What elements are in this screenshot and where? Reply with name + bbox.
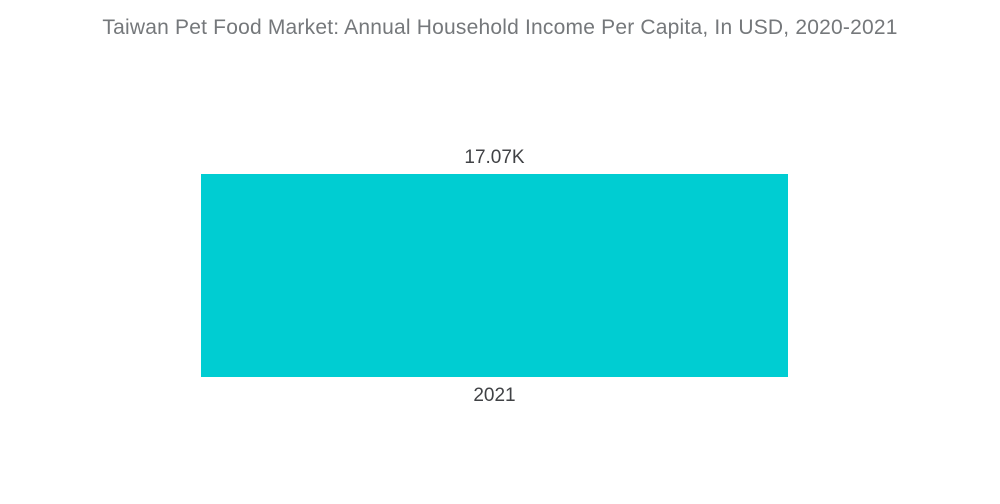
bar-slot: 17.07K 2021 (201, 120, 788, 405)
category-label: 2021 (473, 385, 516, 406)
bar-2021 (201, 174, 788, 377)
bar-value-label: 17.07K (464, 147, 525, 168)
chart-title: Taiwan Pet Food Market: Annual Household… (102, 16, 898, 39)
plot-area: 17.07K 2021 (201, 120, 788, 405)
